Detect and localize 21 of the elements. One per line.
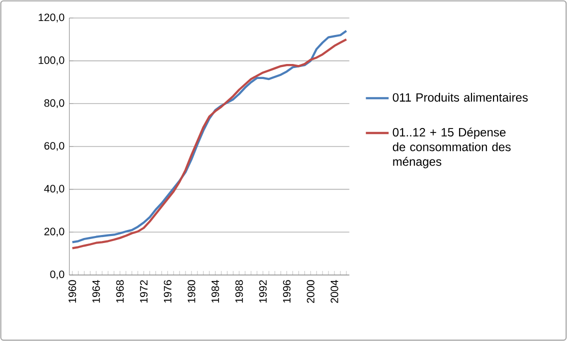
x-tick-label: 1960 xyxy=(68,280,76,303)
y-tick-label: 80,0 xyxy=(44,99,64,108)
x-tick-label: 2000 xyxy=(306,280,314,303)
y-tick-label: 40,0 xyxy=(44,184,64,194)
x-tick-label: 2004 xyxy=(330,280,338,303)
x-tick-label: 1976 xyxy=(164,280,172,303)
x-tick-label: 1972 xyxy=(140,280,148,303)
x-tick-label: 1984 xyxy=(212,280,220,303)
x-tick-label: 1968 xyxy=(116,280,124,303)
y-tick-label: 20,0 xyxy=(44,228,64,237)
y-tick-label: 0,0 xyxy=(50,270,64,280)
y-tick-label: 60,0 xyxy=(44,142,64,151)
x-tick-label: 1996 xyxy=(283,280,291,303)
x-tick-label: 1980 xyxy=(188,280,196,303)
x-tick-label: 1988 xyxy=(235,280,243,303)
legend-label: 01..12 + 15 Dépense de consommation des ménages xyxy=(392,128,511,168)
y-tick-label: 100,0 xyxy=(38,56,64,66)
legend-label: 011 Produits alimentaires xyxy=(392,92,528,102)
x-tick-label: 1992 xyxy=(259,280,267,303)
y-tick-label: 120,0 xyxy=(38,14,64,22)
x-tick-label: 1964 xyxy=(92,280,100,303)
